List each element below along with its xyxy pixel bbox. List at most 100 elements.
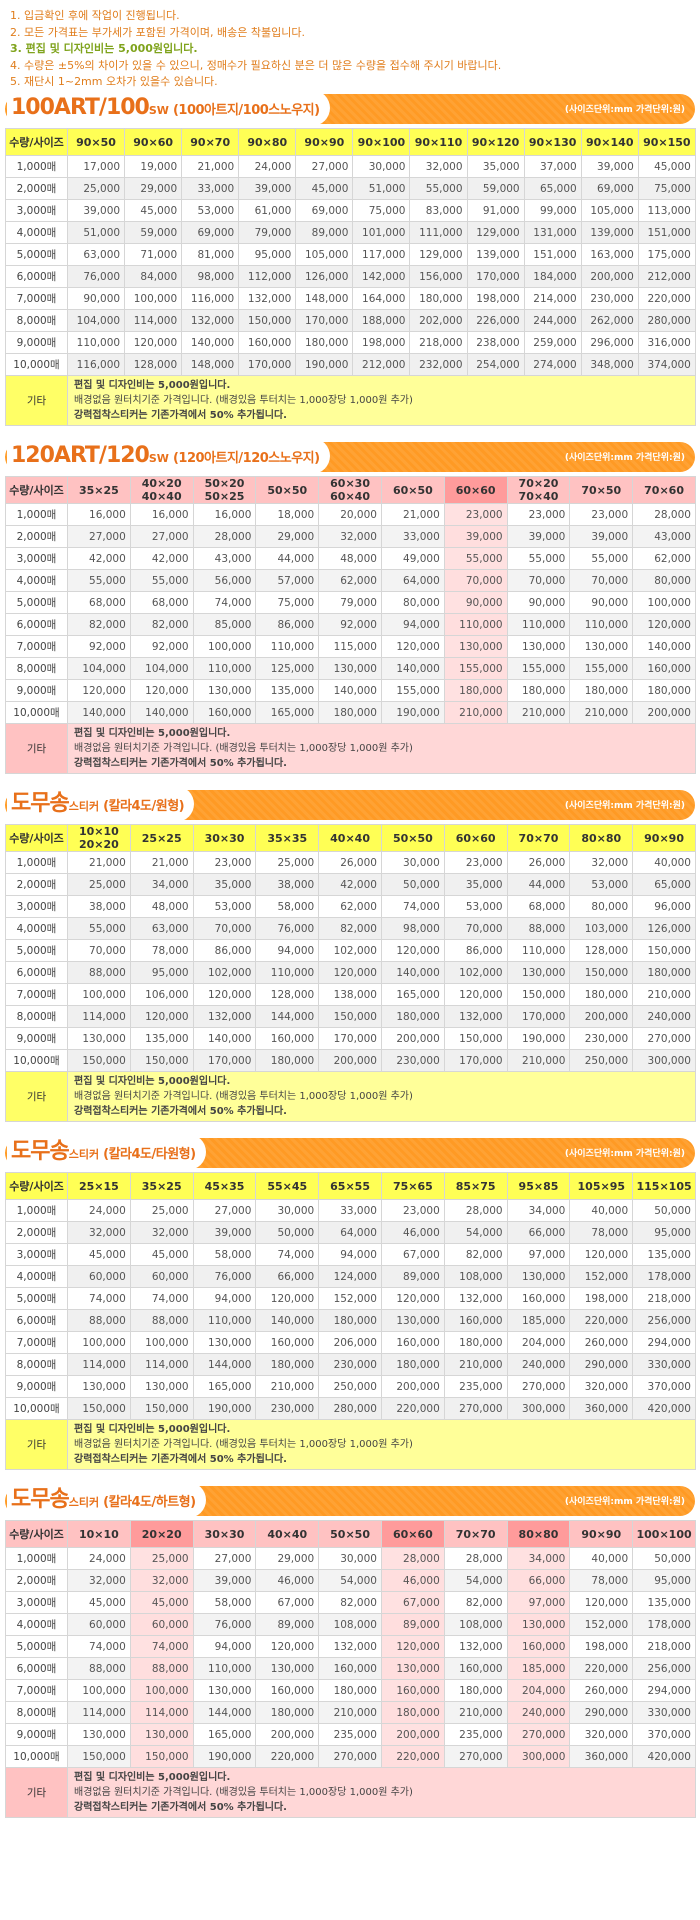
price-cell: 59,000: [466, 177, 525, 200]
table-row: 6,000매 82,000 82,000 85,000 86,000 92,000 94,0…: [5, 613, 696, 636]
quantity-cell: 7,000매: [5, 287, 68, 310]
etc-line: 배경없음 원터치기준 가격입니다. (배경있음 투터치는 1,000장당 1,0…: [74, 1787, 413, 1798]
price-cell: 262,000: [580, 309, 639, 332]
table-row: 6,000매 88,000 88,000 110,000 140,000 180,000 1…: [5, 1309, 696, 1332]
price-cell: 210,000: [255, 1375, 320, 1398]
price-cell: 62,000: [318, 569, 382, 592]
price-cell: 16,000: [192, 503, 257, 526]
price-cell: 110,000: [506, 613, 571, 636]
quantity-cell: 4,000매: [5, 221, 68, 244]
price-cell: 39,000: [66, 199, 126, 222]
price-cell: 110,000: [569, 613, 634, 636]
price-cell: 67,000: [380, 1591, 445, 1614]
price-cell: 270,000: [443, 1745, 508, 1768]
price-cell: 138,000: [318, 983, 382, 1006]
price-cell: 140,000: [129, 701, 194, 724]
price-cell: 124,000: [318, 1265, 382, 1288]
price-cell: 25,000: [129, 1547, 194, 1570]
price-cell: 42,000: [129, 547, 194, 570]
table-row: 3,000매 38,000 48,000 53,000 58,000 62,000 74,0…: [5, 895, 696, 918]
price-cell: 128,000: [255, 983, 320, 1006]
price-cell: 150,000: [443, 1027, 508, 1050]
size-header: 90×120: [466, 128, 525, 156]
price-cell: 111,000: [409, 221, 468, 244]
price-cell: 64,000: [380, 569, 445, 592]
title-main: 도무송: [11, 1139, 70, 1164]
price-cell: 132,000: [181, 309, 240, 332]
price-cell: 210,000: [443, 1701, 508, 1724]
etc-text: 편집 및 디자인비는 5,000원입니다. 배경없음 원터치기준 가격입니다. (…: [67, 1071, 696, 1122]
size-header: 115×105: [632, 1172, 696, 1200]
title-small: SW: [148, 452, 169, 465]
title-sub: (100아트지/100스노우지): [168, 103, 320, 118]
price-cell: 200,000: [632, 701, 696, 724]
price-cell: 150,000: [238, 309, 297, 332]
quantity-cell: 10,000매: [5, 1049, 68, 1072]
price-cell: 49,000: [380, 547, 445, 570]
price-cell: 26,000: [506, 851, 571, 874]
price-cell: 101,000: [352, 221, 411, 244]
price-cell: 330,000: [632, 1701, 696, 1724]
price-cell: 90,000: [66, 287, 126, 310]
price-cell: 102,000: [318, 939, 382, 962]
price-cell: 43,000: [632, 525, 696, 548]
price-cell: 74,000: [255, 1243, 320, 1266]
price-cell: 160,000: [318, 1657, 382, 1680]
size-header: 25×15: [67, 1172, 131, 1200]
price-cell: 135,000: [255, 679, 320, 702]
price-cell: 120,000: [380, 1287, 445, 1310]
size-header: 90×60: [124, 128, 183, 156]
price-cell: 88,000: [67, 1309, 131, 1332]
price-cell: 180,000: [255, 1701, 320, 1724]
price-cell: 130,000: [506, 635, 571, 658]
quantity-cell: 4,000매: [5, 1613, 68, 1636]
table-corner-header: 수량/사이즈: [5, 128, 68, 156]
price-cell: 139,000: [466, 243, 525, 266]
price-cell: 23,000: [443, 851, 508, 874]
price-cell: 274,000: [523, 353, 582, 376]
quantity-cell: 6,000매: [5, 265, 68, 288]
price-cell: 144,000: [192, 1353, 257, 1376]
size-header: 90×150: [637, 128, 696, 156]
price-cell: 89,000: [295, 221, 354, 244]
price-cell: 120,000: [380, 635, 445, 658]
unit-note: (사이즈단위:mm 가격단위:원): [564, 1149, 685, 1159]
quantity-cell: 5,000매: [5, 1287, 68, 1310]
table-row: 4,000매 55,000 55,000 56,000 57,000 62,000 64,0…: [5, 569, 696, 592]
etc-row: 기타 편집 및 디자인비는 5,000원입니다. 배경없음 원터치기준 가격입니다.…: [5, 1767, 696, 1818]
price-cell: 180,000: [295, 331, 354, 354]
table-row: 1,000매 21,000 21,000 23,000 25,000 26,000 30,0…: [5, 851, 696, 874]
price-cell: 374,000: [637, 353, 696, 376]
price-cell: 200,000: [380, 1027, 445, 1050]
price-cell: 51,000: [66, 221, 126, 244]
price-cell: 53,000: [443, 895, 508, 918]
size-header: 90×90: [569, 1520, 634, 1548]
price-cell: 82,000: [443, 1591, 508, 1614]
price-cell: 54,000: [318, 1569, 382, 1592]
quantity-cell: 4,000매: [5, 569, 68, 592]
title-main: 120ART/120: [11, 443, 150, 468]
price-cell: 20,000: [318, 503, 382, 526]
price-cell: 235,000: [443, 1375, 508, 1398]
quantity-cell: 9,000매: [5, 1027, 68, 1050]
size-header: 85×75: [443, 1172, 508, 1200]
price-cell: 96,000: [632, 895, 696, 918]
price-cell: 25,000: [66, 177, 126, 200]
title-small: 스티커: [68, 1496, 100, 1509]
price-cell: 130,000: [443, 635, 508, 658]
title-sub: (120아트지/120스노우지): [168, 451, 320, 466]
table-row: 8,000매 114,000 114,000 144,000 180,000 230,00…: [5, 1353, 696, 1376]
price-cell: 170,000: [295, 309, 354, 332]
price-cell: 27,000: [192, 1199, 257, 1222]
unit-note: (사이즈단위:mm 가격단위:원): [564, 453, 685, 463]
price-cell: 28,000: [443, 1547, 508, 1570]
size-header: 90×70: [181, 128, 240, 156]
price-cell: 348,000: [580, 353, 639, 376]
price-cell: 62,000: [318, 895, 382, 918]
price-section: 120ART/120SW (120아트지/120스노우지) (사이즈단위:mm 가…: [0, 438, 700, 774]
table-row: 5,000매 70,000 78,000 86,000 94,000 102,000 120…: [5, 939, 696, 962]
price-cell: 92,000: [318, 613, 382, 636]
price-cell: 53,000: [569, 873, 634, 896]
price-cell: 165,000: [192, 1375, 257, 1398]
price-cell: 33,000: [181, 177, 240, 200]
